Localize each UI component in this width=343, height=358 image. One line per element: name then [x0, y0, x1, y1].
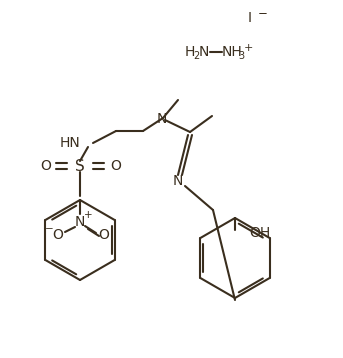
Text: H: H: [185, 45, 196, 59]
Text: 2: 2: [193, 50, 199, 61]
Text: 3: 3: [238, 50, 244, 61]
Text: NH: NH: [222, 45, 243, 59]
Text: O: O: [52, 228, 63, 242]
Text: +: +: [84, 210, 92, 220]
Text: N: N: [173, 174, 183, 188]
Text: I: I: [248, 11, 252, 25]
Text: −: −: [258, 6, 268, 19]
Text: +: +: [244, 43, 253, 53]
Text: O: O: [98, 228, 109, 242]
Text: N: N: [157, 112, 167, 126]
Text: HN: HN: [59, 136, 80, 150]
Text: OH: OH: [249, 226, 270, 240]
Text: N: N: [75, 215, 85, 229]
Text: O: O: [40, 159, 51, 173]
Text: N: N: [199, 45, 209, 59]
Text: −: −: [45, 224, 54, 234]
Text: O: O: [110, 159, 121, 173]
Text: S: S: [75, 159, 85, 174]
